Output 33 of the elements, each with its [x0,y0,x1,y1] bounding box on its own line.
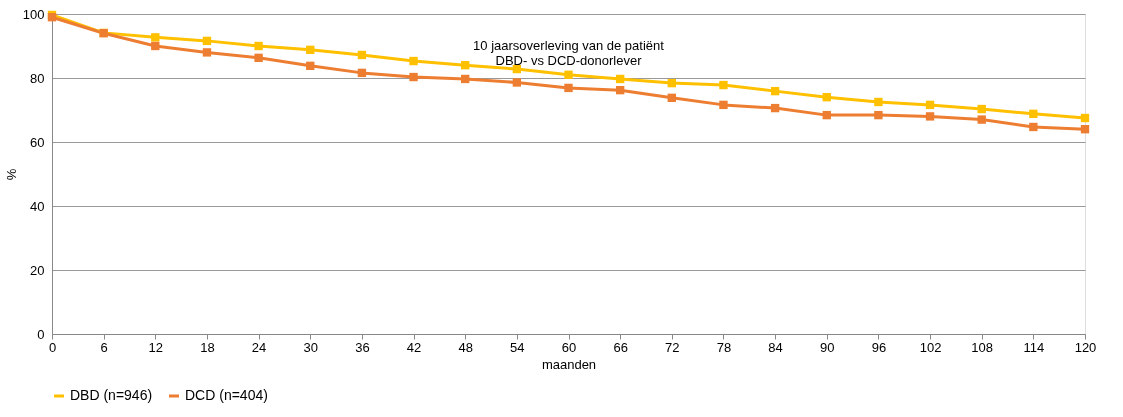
x-tick-label: 78 [716,339,732,355]
x-tick-label: 108 [971,339,994,355]
x-axis-title: maanden [541,356,597,372]
x-tick-label: 60 [561,339,577,355]
x-tick-label: 84 [768,339,783,355]
y-tick-label: 60 [30,134,45,150]
text: 10 jaarsoverleving van de patiënt [473,38,664,53]
y-tick-label: 100 [22,6,45,22]
x-tick-label: 90 [820,339,835,355]
x-tick-label: 66 [613,339,628,355]
legend-label: DBD (n=946) [70,387,153,403]
x-tick-label: 72 [665,339,680,355]
x-tick-label: 6 [100,339,108,355]
x-tick-label: 48 [458,339,473,355]
y-tick-label: 80 [30,70,45,86]
x-tick-label: 12 [148,339,164,355]
x-tick-label: 0 [48,339,57,355]
x-tick-label: 36 [355,339,370,355]
y-tick-label: 40 [30,198,45,214]
legend-label: DCD (n=404) [185,387,268,403]
x-tick-label: 42 [406,339,422,355]
y-tick-label: 20 [30,262,45,278]
text: DBD- vs DCD-donorlever [495,53,642,68]
x-tick-label: 30 [303,339,318,355]
x-tick-label: 54 [510,339,525,355]
y-tick-label: 0 [37,326,45,342]
x-tick-label: 96 [871,339,887,355]
x-tick-label: 120 [1074,339,1097,355]
x-tick-label: 18 [200,339,215,355]
x-tick-label: 24 [251,339,267,355]
x-tick-label: 114 [1023,339,1045,355]
y-axis-title: % [3,168,19,181]
x-tick-label: 102 [919,339,942,355]
